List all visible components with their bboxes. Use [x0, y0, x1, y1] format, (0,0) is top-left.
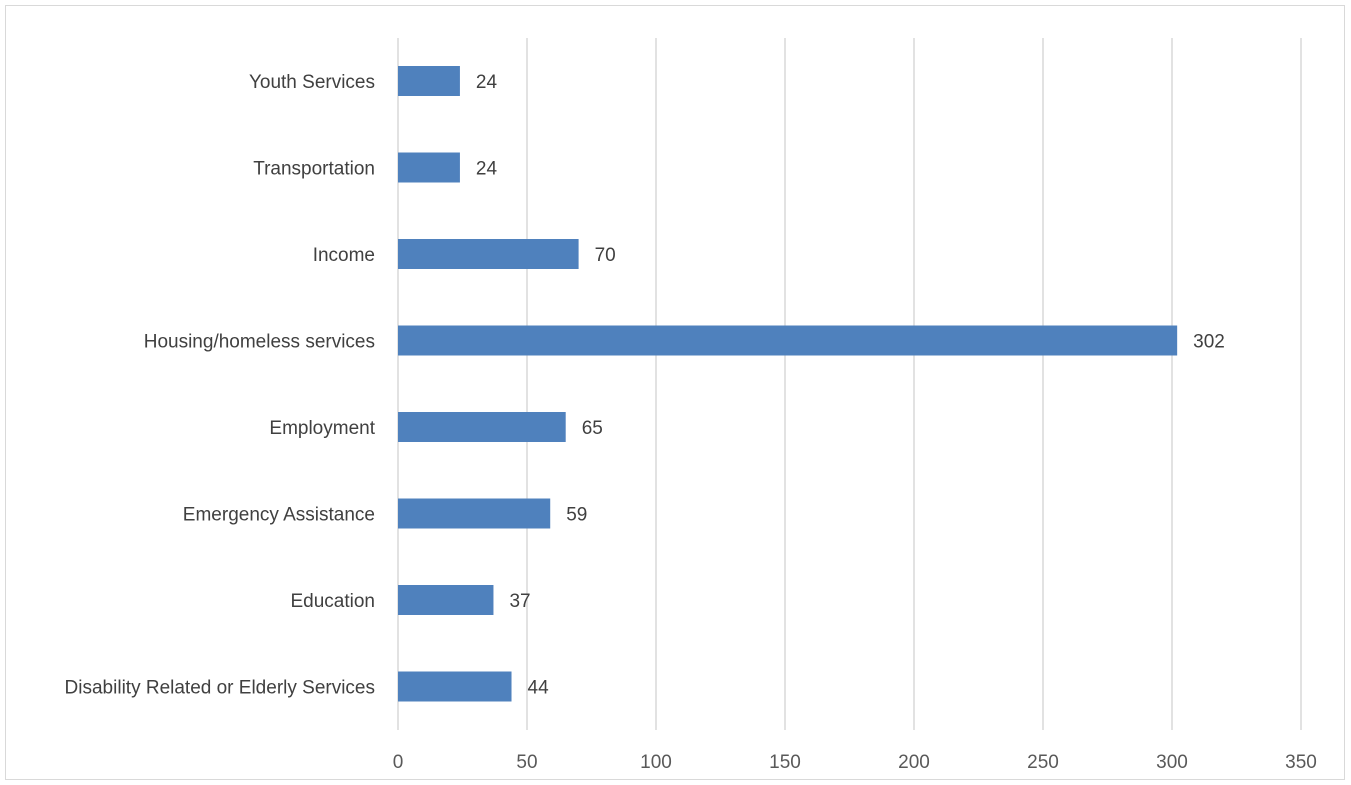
category-labels: Youth Services Transportation Income Housin… — [65, 72, 376, 699]
category-label: Housing/homeless services — [144, 332, 375, 353]
data-label: 70 — [595, 245, 616, 266]
x-tick-label: 300 — [1156, 752, 1188, 773]
category-label: Youth Services — [249, 72, 375, 93]
data-label: 24 — [476, 159, 498, 180]
data-label: 37 — [509, 591, 530, 612]
category-label: Emergency Assistance — [183, 505, 375, 526]
data-label: 24 — [476, 72, 498, 93]
bar — [398, 152, 460, 183]
bar — [398, 66, 460, 96]
x-tick-label: 350 — [1285, 752, 1317, 773]
data-label: 302 — [1193, 332, 1225, 353]
value-labels: 24 24 70 302 65 59 37 44 — [476, 72, 1225, 699]
bar — [398, 671, 512, 702]
bar — [398, 239, 579, 269]
bar — [398, 412, 566, 442]
x-tick-label: 150 — [769, 752, 801, 773]
category-label: Education — [290, 591, 375, 612]
x-tick-label: 200 — [898, 752, 930, 773]
bars — [398, 66, 1178, 702]
chart-frame — [5, 5, 1345, 780]
bar — [398, 325, 1178, 356]
data-label: 65 — [582, 418, 603, 439]
x-tick-label: 0 — [393, 752, 404, 773]
data-label: 44 — [528, 678, 550, 699]
category-label: Income — [313, 245, 375, 266]
x-tick-label: 100 — [640, 752, 672, 773]
category-label: Employment — [269, 418, 375, 439]
bar — [398, 585, 494, 615]
bar — [398, 498, 551, 529]
x-tick-label: 50 — [516, 752, 537, 773]
category-label: Disability Related or Elderly Services — [65, 678, 375, 699]
category-label: Transportation — [253, 159, 375, 180]
x-tick-label: 250 — [1027, 752, 1059, 773]
x-tick-labels: 0 50 100 150 200 250 300 350 — [393, 752, 1317, 773]
data-label: 59 — [566, 505, 587, 526]
gridlines — [397, 38, 1302, 730]
